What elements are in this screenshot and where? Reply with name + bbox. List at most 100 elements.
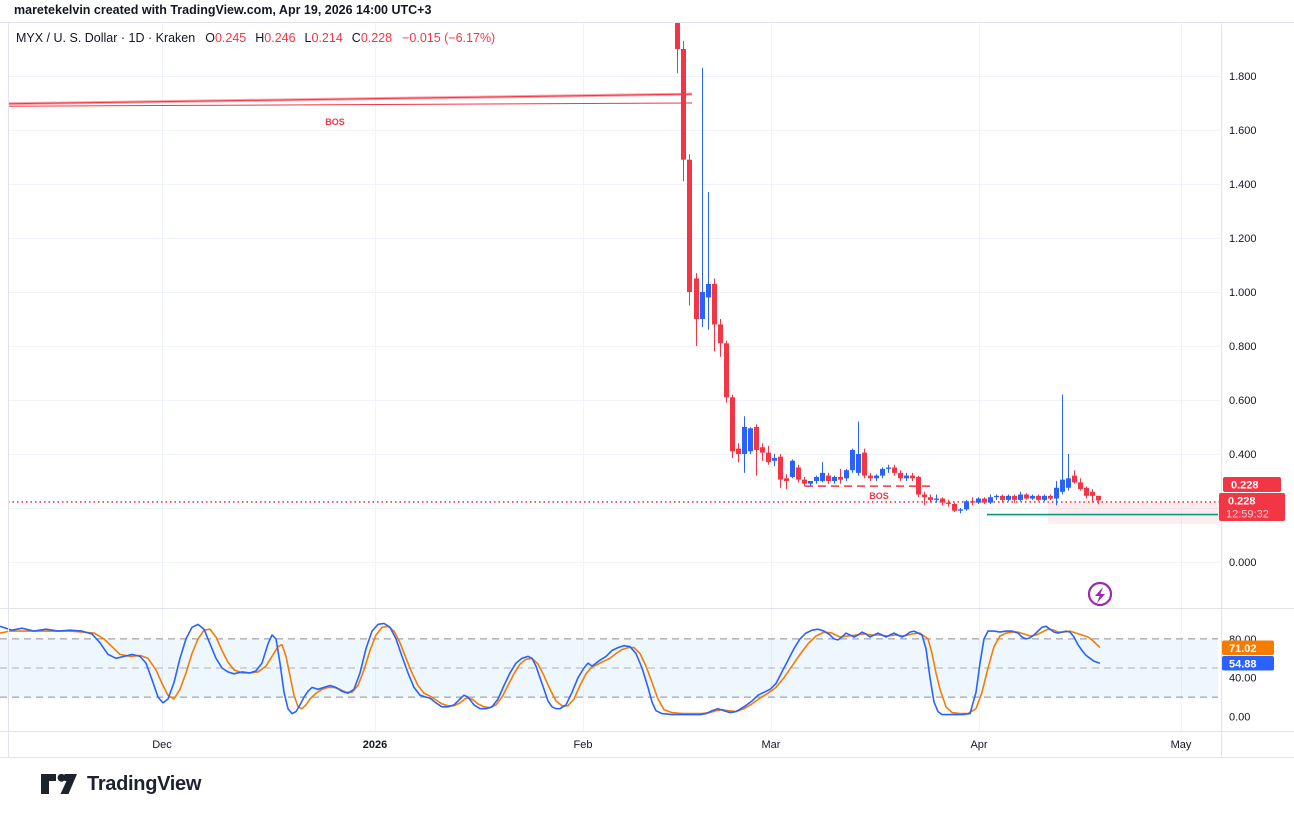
candle-body [1018,494,1023,500]
candle [838,468,843,484]
candle-body [712,283,717,325]
symbol-legend[interactable]: MYX / U. S. Dollar · 1D · Kraken O0.245 H… [16,31,495,45]
candle-body [1024,494,1029,499]
candle-body [808,481,813,484]
candle-body [880,468,885,476]
stoch-k-badge-text: 54.88 [1229,659,1257,671]
candle [1036,494,1041,502]
candle-body [826,475,831,481]
candle [868,472,873,481]
candle-body [1078,482,1083,490]
candle-body [687,159,692,292]
price-axis[interactable]: 1.800 1.600 1.400 1.200 1.000 0.800 0.600 0.400… [1229,71,1257,569]
candle-body [694,278,699,319]
bos-label-upper: BOS [325,117,345,127]
candle-body [790,460,795,477]
candle [687,154,692,306]
tradingview-logo-icon [41,773,77,794]
candle-body [934,498,939,500]
indicator-pane[interactable] [0,622,1218,716]
current-price-text: 0.228 [1228,496,1256,508]
candle-body [1006,495,1011,500]
candle [766,445,771,465]
candle [922,491,927,506]
time-axis-label-2026: 2026 [363,739,387,751]
level-price-badge [1223,477,1281,492]
candle-body [814,476,819,481]
lower-trendline [8,102,693,107]
candle-body [862,452,867,476]
candle-body [796,467,801,480]
candle [970,497,975,506]
candle [898,470,903,481]
candle-body [681,49,686,160]
candle [742,416,747,473]
candle [1066,454,1071,491]
candle-body [970,501,975,503]
candle-body [856,454,861,473]
candlestick-series[interactable] [675,6,1101,514]
candle-body [802,479,807,484]
candle-body [868,475,873,479]
candle [808,481,813,487]
tradingview-logo[interactable]: TradingView [40,772,201,796]
candle-body [946,502,951,504]
main-pane[interactable] [8,92,1220,524]
ohlc-o: O0.245 [205,31,247,45]
candle-body [754,427,759,450]
candle [850,448,855,473]
candle [1054,481,1059,506]
candle [976,497,981,504]
price-axis-label: 1.400 [1229,179,1257,191]
candle-body [748,428,753,452]
candle [862,448,867,479]
candle [826,472,831,484]
candle [832,475,837,484]
pink-zone [1048,502,1220,524]
candle [784,474,789,490]
candle-body [910,475,915,479]
candle [814,475,819,484]
candle [778,454,783,488]
candle-body [898,472,903,479]
candle [910,472,915,481]
indicator-axis-label: 40.00 [1229,673,1257,685]
indicator-axis-label: 0.00 [1229,712,1250,724]
candle [694,273,699,346]
lightning-bolt-icon [1095,587,1105,603]
candle-body [1048,495,1053,499]
change-value: −0.015 (−6.17%) [402,31,496,45]
candle [1096,495,1101,505]
price-axis-label: 0.800 [1229,341,1257,353]
candle [760,443,765,461]
candle-body [784,478,789,481]
candle [736,443,741,463]
candle [952,502,957,513]
candle-body [1042,495,1047,500]
price-axis-label: 0.000 [1229,557,1257,569]
ohlc-c: C0.228 [351,31,393,45]
candle-body [1054,487,1059,499]
candle [730,394,735,459]
candle-body [1030,495,1035,499]
bos-label-lower: BOS [869,491,889,501]
lightning-marker[interactable] [1087,581,1113,607]
candle-body [844,470,849,479]
candle [718,319,723,357]
candle-body [1090,491,1095,496]
candle [994,494,999,500]
candle [790,459,795,479]
candle [802,476,807,487]
candle [1000,494,1005,503]
candle [928,494,933,503]
candle [700,67,705,328]
price-axis-label: 1.600 [1229,125,1257,137]
candle [1042,494,1047,502]
candle-body [736,448,741,454]
candle [1048,494,1053,500]
candle-body [952,503,957,511]
time-axis[interactable]: Dec 2026 Feb Mar Apr May [152,739,1192,751]
candle [916,475,921,498]
candle-body [700,292,705,319]
